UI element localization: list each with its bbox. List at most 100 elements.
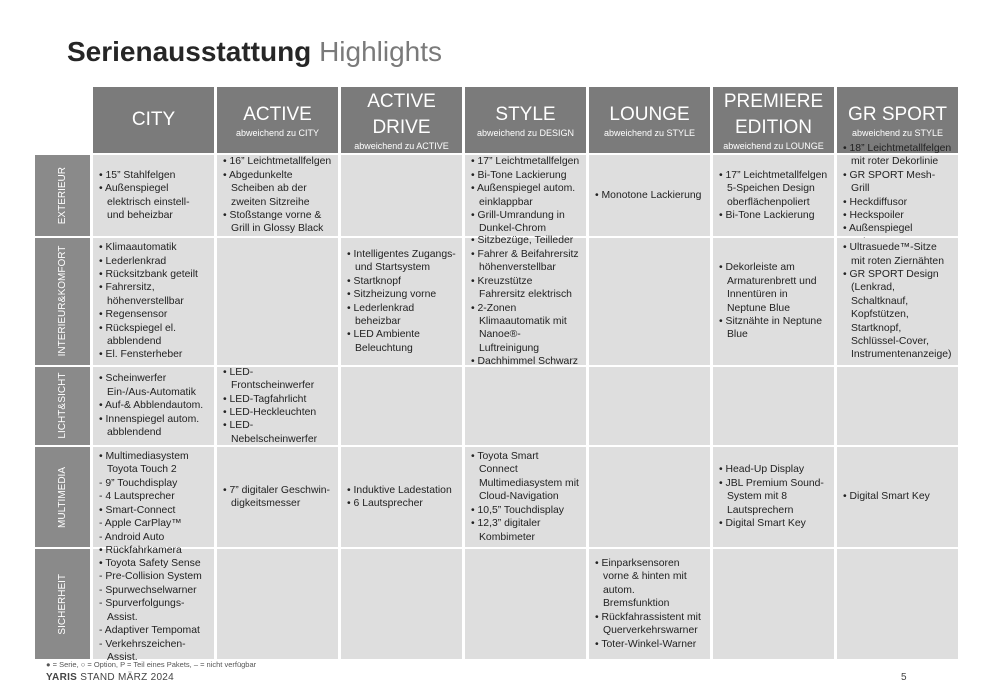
feature-item: • Heckdiffusor: [843, 196, 908, 208]
title-light: Highlights: [319, 36, 443, 67]
row-label-text: SICHERHEIT: [57, 574, 69, 635]
feature-item: • Stoßstange vorne & Grill in Glossy Bla…: [223, 209, 324, 235]
feature-item: • Digital Smart Key: [843, 491, 930, 503]
column-header: PREMIERE EDITION abweichend zu LOUNGE: [713, 87, 834, 153]
feature-item: • Intelligentes Zugangs- und Startsystem: [347, 248, 456, 274]
column-name: LOUNGE: [609, 103, 690, 125]
row-label: MULTIMEDIA: [35, 447, 90, 547]
table-cell: • Dekorleiste am Armaturenbrett und Inne…: [713, 238, 834, 365]
model: YARIS: [46, 672, 78, 683]
column-name: ACTIVE DRIVE: [367, 90, 436, 138]
row-label-line: &: [56, 403, 68, 410]
feature-item: - Spurwechselwarner: [99, 584, 197, 596]
column-subtitle: abweichend zu ACTIVE: [354, 140, 449, 151]
feature-item: • El. Fensterheber: [99, 349, 183, 361]
column-header: GR SPORT abweichend zu STYLE: [837, 87, 958, 153]
table-cell: [341, 155, 462, 236]
column-header: STYLE abweichend zu DESIGN: [465, 87, 586, 153]
table-cell: [589, 238, 710, 365]
table-cell: • Induktive Ladestation • 6 Lautsprecher: [341, 447, 462, 547]
feature-item: • Smart-Connect: [99, 504, 176, 516]
table-cell: [713, 367, 834, 445]
feature-item: • Außenspiegel elektrisch einstell- und …: [99, 183, 190, 221]
table-cell: • 16” Leichtmetallfelgen • Abgedunkelte S…: [217, 155, 338, 236]
feature-item: • 17” Leichtmetallfelgen 5-Speichen Desi…: [719, 169, 828, 208]
row-label-text: MULTIMEDIA: [57, 467, 69, 528]
feature-item: - 4 Lautsprecher: [99, 491, 175, 503]
feature-item: • Multimediasystem Toyota Touch 2: [99, 451, 189, 476]
row-label-line: LICHT: [56, 409, 68, 439]
feature-item: • Fahrer & Beifahrersitz höhenverstellba…: [471, 248, 579, 274]
column-header: CITY: [93, 87, 214, 153]
feature-item: • 18” Leichtmetallfelgen mit roter Dekor…: [843, 142, 952, 168]
feature-item: • LED-Heckleuchten: [223, 407, 317, 418]
table-cell: • Intelligentes Zugangs- und Startsystem…: [341, 238, 462, 365]
column-header: ACTIVE DRIVE abweichend zu ACTIVE: [341, 87, 462, 153]
feature-item: • Lederlenkrad: [99, 255, 167, 267]
table-cell: • Einparksensoren vorne & hinten mit aut…: [589, 549, 710, 659]
feature-item: • GR SPORT Mesh-Grill: [843, 169, 936, 195]
feature-item: • 6 Lautsprecher: [347, 498, 423, 509]
feature-item: - Android Auto: [99, 531, 165, 543]
table-cell: • LED-Frontscheinwerfer • LED-Tagfahrlich…: [217, 367, 338, 445]
table-cell: • Head-Up Display • JBL Premium Sound-Sys…: [713, 447, 834, 547]
table-cell: • 17” Leichtmetallfelgen 5-Speichen Desi…: [713, 155, 834, 236]
table-cell: [341, 549, 462, 659]
feature-item: • 12,3” digitaler Kombimeter: [471, 518, 541, 543]
page-number: 5: [901, 672, 907, 683]
row-label: LICHT & SICHT: [35, 367, 90, 445]
column-subtitle: abweichend zu DESIGN: [476, 127, 575, 138]
row-label-text: EXTERIEUR: [57, 167, 69, 224]
footer: YARIS STAND MÄRZ 2024: [46, 672, 174, 683]
feature-item: • Induktive Ladestation: [347, 484, 452, 496]
table-cell: • Sitzbezüge, Teilleder • Fahrer & Beifah…: [465, 235, 586, 367]
corner: [35, 87, 90, 153]
feature-item: • Lederlenkrad beheizbar: [347, 302, 415, 327]
feature-item: • Kreuzstütze Fahrersitz elektrisch: [471, 275, 572, 301]
row-label-line: EXTERIEUR: [56, 166, 68, 225]
row-label-text: INTERIEUR & KOMFORT: [57, 246, 69, 356]
column-header: ACTIVE abweichend zu CITY: [217, 87, 338, 153]
feature-item: • Ultrasuede™-Sitze mit roten Ziernähten: [843, 242, 944, 267]
column-name: ACTIVE: [243, 103, 312, 125]
table-cell: [589, 367, 710, 445]
equipment-table: CITY ACTIVE abweichend zu CITY ACTIVE DRIVE…: [35, 87, 958, 663]
feature-item: • Head-Up Display: [719, 464, 805, 476]
feature-item: • 16” Leichtmetallfelgen: [223, 156, 332, 168]
row-label-line: SICHT: [56, 373, 68, 404]
row-label-line: INTERIEUR: [56, 302, 68, 357]
column-subtitle: abweichend zu LOUNGE: [723, 140, 824, 151]
column-subtitle: abweichend zu STYLE: [851, 127, 944, 138]
feature-item: • Sitznähte in Neptune Blue: [719, 315, 822, 341]
feature-item: • Sitzbezüge, Teilleder: [471, 235, 574, 247]
page-title: Serienausstattung Highlights: [67, 36, 442, 68]
feature-item: • Innenspiegel autom. abblendend: [99, 413, 200, 439]
table-cell: [465, 367, 586, 445]
feature-item: • Rückspiegel el. abblendend: [99, 322, 176, 348]
feature-item: • Rückfahrkamera: [99, 544, 182, 556]
feature-item: • LED-Nebelscheinwerfer: [223, 420, 318, 445]
feature-item: • Grill-Umrandung in Dunkel-Chrom: [471, 209, 565, 235]
feature-item: • Bi-Tone Lackierung: [471, 169, 567, 181]
table-cell: [837, 549, 958, 659]
feature-item: • Auf-& Abblendautom.: [99, 400, 204, 412]
feature-item: • Heckspoiler: [843, 209, 904, 221]
feature-item: • Außenspiegel autom. einklappbar: [471, 183, 576, 208]
feature-item: • 2-Zonen Klimaautomatik mit Nanoe®-Luft…: [471, 302, 567, 354]
table-cell: • Digital Smart Key: [837, 447, 958, 547]
feature-item: - Spurverfolgungs-Assist.: [99, 598, 185, 623]
row-label: EXTERIEUR: [35, 155, 90, 236]
column-subtitle: abweichend zu CITY: [235, 127, 320, 138]
table-cell: • Rückfahrkamera • Toyota Safety Sense - P…: [93, 545, 214, 663]
feature-item: • GR SPORT Design (Lenkrad, Schaltknauf,…: [843, 268, 952, 361]
feature-item: • 7” digitaler Geschwin-digkeitsmesser: [223, 484, 331, 509]
row-label-line: &: [56, 296, 68, 303]
feature-item: • Toyota Safety Sense: [99, 558, 201, 570]
feature-item: • Dekorleiste am Armaturenbrett und Inne…: [719, 262, 817, 314]
table-cell: [713, 549, 834, 659]
table-cell: • Klimaautomatik • Lederlenkrad • Rücksitz…: [93, 238, 214, 365]
table-cell: • 17” Leichtmetallfelgen • Bi-Tone Lackie…: [465, 155, 586, 236]
column-name: GR SPORT: [848, 103, 947, 125]
column-name: PREMIERE EDITION: [723, 90, 824, 138]
feature-item: • Toyota Smart Connect Multimediasystem …: [471, 451, 579, 503]
